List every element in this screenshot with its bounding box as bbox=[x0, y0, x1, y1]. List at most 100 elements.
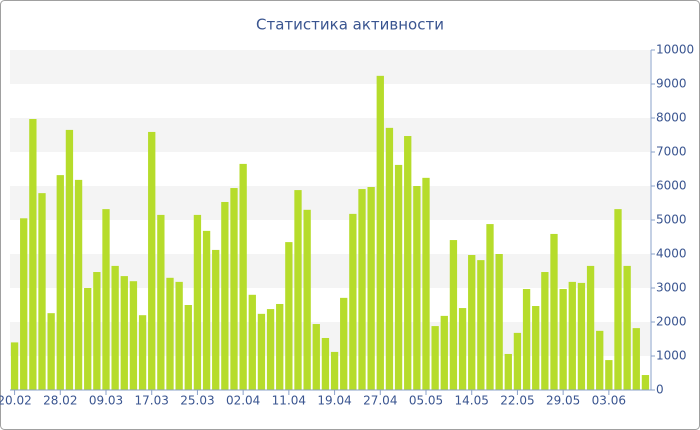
bar bbox=[458, 308, 467, 390]
x-tick-label: 05.05 bbox=[409, 394, 443, 408]
x-tick-label: 09.03 bbox=[89, 394, 123, 408]
bar bbox=[148, 131, 156, 390]
x-tick-label: 11.04 bbox=[272, 394, 306, 408]
bar bbox=[175, 281, 183, 390]
bar bbox=[166, 277, 174, 390]
bar bbox=[431, 326, 439, 390]
bar bbox=[623, 265, 631, 390]
bar bbox=[230, 188, 238, 390]
bar bbox=[349, 213, 357, 390]
bar bbox=[312, 324, 320, 390]
bar bbox=[340, 297, 348, 390]
grid-band bbox=[10, 118, 650, 152]
bar bbox=[20, 218, 28, 390]
bar bbox=[605, 360, 613, 390]
bar bbox=[486, 224, 494, 390]
bar bbox=[404, 136, 412, 390]
bar bbox=[504, 353, 512, 390]
bar bbox=[202, 230, 211, 390]
y-tick-label: 9000 bbox=[656, 77, 687, 91]
x-tick-label: 02.04 bbox=[226, 394, 260, 408]
bar bbox=[568, 281, 576, 390]
bar bbox=[276, 303, 284, 390]
x-tick-label: 17.03 bbox=[135, 394, 169, 408]
bar bbox=[294, 190, 302, 390]
x-tick-label: 28.02 bbox=[43, 394, 77, 408]
bar bbox=[93, 272, 101, 390]
bar bbox=[129, 281, 138, 390]
x-tick-label: 22.05 bbox=[500, 394, 534, 408]
bar bbox=[47, 313, 55, 390]
bar bbox=[184, 305, 192, 390]
bar bbox=[38, 193, 46, 390]
bar bbox=[614, 209, 622, 390]
y-tick-label: 8000 bbox=[656, 111, 687, 125]
bar bbox=[65, 129, 74, 390]
bar bbox=[532, 306, 540, 390]
y-tick-label: 6000 bbox=[656, 179, 687, 193]
bar bbox=[157, 214, 165, 390]
bar bbox=[477, 260, 485, 390]
bar bbox=[541, 272, 549, 390]
x-tick-label: 19.04 bbox=[317, 394, 351, 408]
bar bbox=[102, 209, 110, 390]
bar bbox=[577, 282, 586, 390]
bar bbox=[111, 265, 119, 390]
bar bbox=[596, 330, 604, 390]
bar bbox=[385, 127, 394, 391]
bar bbox=[495, 254, 503, 390]
x-tick-label: 20.02 bbox=[0, 394, 32, 408]
bar bbox=[330, 351, 339, 390]
bar bbox=[522, 289, 531, 390]
bar bbox=[394, 164, 403, 390]
bar bbox=[29, 119, 37, 391]
bar bbox=[285, 242, 293, 390]
bar bbox=[257, 313, 266, 390]
bar bbox=[376, 75, 384, 390]
grid-band bbox=[10, 50, 650, 84]
bar bbox=[248, 294, 256, 390]
x-tick-label: 27.04 bbox=[363, 394, 397, 408]
bar bbox=[303, 209, 311, 390]
y-tick-label: 2000 bbox=[656, 315, 687, 329]
bar bbox=[468, 255, 476, 390]
bar bbox=[559, 289, 567, 390]
bar bbox=[239, 163, 247, 390]
bar bbox=[321, 337, 330, 390]
bar bbox=[266, 309, 275, 390]
x-tick-label: 03.06 bbox=[592, 394, 626, 408]
y-tick-label: 4000 bbox=[656, 247, 687, 261]
y-tick-label: 5000 bbox=[656, 213, 687, 227]
bar bbox=[367, 187, 375, 390]
bar bbox=[586, 265, 595, 390]
bar bbox=[358, 189, 366, 390]
x-tick-label: 14.05 bbox=[455, 394, 489, 408]
bar bbox=[440, 315, 448, 390]
chart-title: Статистика активности bbox=[256, 16, 444, 34]
bar bbox=[10, 342, 19, 390]
bar bbox=[74, 179, 83, 390]
bar bbox=[212, 249, 220, 390]
plot: 0 1000 2000 3000 4000 5000 6000 7000 8000 9000 100… bbox=[0, 43, 694, 408]
grid-band bbox=[10, 186, 650, 220]
bar bbox=[221, 201, 229, 390]
bar bbox=[550, 233, 558, 390]
bar bbox=[413, 186, 421, 390]
bar bbox=[449, 240, 458, 390]
bar bbox=[193, 214, 202, 390]
bar bbox=[138, 315, 147, 390]
bar bbox=[632, 328, 640, 390]
bar bbox=[513, 332, 522, 390]
y-tick-label: 10000 bbox=[656, 43, 694, 57]
y-tick-label: 1000 bbox=[656, 349, 687, 363]
y-tick-label: 3000 bbox=[656, 281, 687, 295]
y-tick-label: 0 bbox=[656, 383, 664, 397]
x-tick-label: 29.05 bbox=[546, 394, 580, 408]
bar bbox=[641, 375, 650, 390]
bar bbox=[120, 276, 128, 390]
y-tick-label: 7000 bbox=[656, 145, 687, 159]
bar bbox=[422, 177, 430, 390]
bar bbox=[84, 288, 92, 390]
bar bbox=[56, 175, 64, 390]
